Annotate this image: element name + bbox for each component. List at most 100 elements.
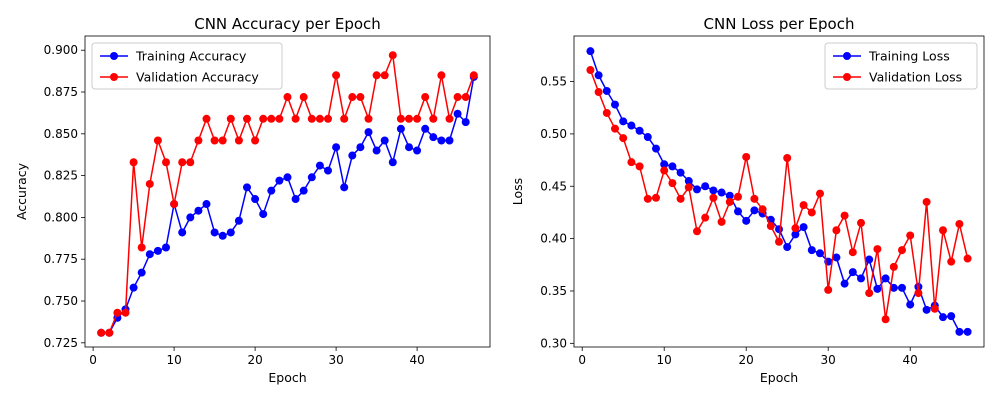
x-tick-label: 10 bbox=[657, 353, 672, 367]
legend: Training Loss Validation Loss bbox=[824, 42, 978, 90]
data-point bbox=[437, 71, 446, 80]
data-point bbox=[947, 257, 956, 266]
data-point bbox=[299, 186, 308, 195]
data-point bbox=[202, 200, 211, 209]
data-point bbox=[594, 88, 603, 97]
data-point bbox=[453, 109, 462, 118]
data-point bbox=[283, 93, 292, 102]
data-point bbox=[889, 262, 898, 271]
data-point bbox=[939, 226, 947, 235]
data-point bbox=[701, 213, 710, 222]
plot-frame bbox=[573, 35, 985, 348]
data-point bbox=[693, 185, 701, 194]
data-point bbox=[619, 134, 628, 143]
data-point bbox=[898, 283, 906, 292]
data-point bbox=[121, 308, 130, 317]
data-point bbox=[291, 114, 300, 123]
data-point bbox=[725, 191, 734, 200]
data-point bbox=[226, 114, 235, 123]
y-tick-label: 0.775 bbox=[44, 252, 78, 266]
data-point bbox=[388, 51, 397, 60]
data-point bbox=[315, 114, 324, 123]
chart-1: CNN Accuracy per Epoch 0 10 20 30 40 0.725 0.75… bbox=[14, 15, 491, 385]
data-point bbox=[889, 283, 898, 292]
data-point bbox=[586, 47, 595, 56]
data-point bbox=[380, 136, 389, 145]
data-point bbox=[734, 192, 742, 201]
data-point bbox=[652, 193, 660, 202]
data-point bbox=[725, 197, 734, 206]
data-point bbox=[807, 208, 816, 217]
data-point bbox=[259, 114, 268, 123]
data-point bbox=[340, 183, 349, 192]
data-point bbox=[178, 228, 187, 237]
series-line-1 bbox=[589, 50, 968, 333]
data-point bbox=[709, 186, 718, 195]
data-point bbox=[611, 100, 619, 109]
data-point bbox=[602, 108, 611, 117]
data-point bbox=[372, 71, 381, 80]
data-point bbox=[807, 246, 816, 255]
y-tick-label: 0.40 bbox=[540, 232, 567, 246]
data-point bbox=[783, 243, 792, 251]
data-point bbox=[775, 225, 783, 234]
data-point bbox=[307, 173, 316, 182]
y-tick-label: 0.850 bbox=[44, 127, 78, 141]
data-point bbox=[881, 274, 890, 283]
y-tick-label: 0.35 bbox=[540, 284, 567, 298]
series-line-2 bbox=[589, 69, 969, 320]
data-point bbox=[445, 136, 454, 145]
data-point bbox=[734, 207, 742, 216]
data-point bbox=[922, 197, 931, 206]
data-point bbox=[635, 126, 644, 135]
data-point bbox=[202, 114, 211, 123]
data-point bbox=[717, 217, 726, 226]
data-point bbox=[194, 136, 203, 145]
data-point bbox=[643, 194, 652, 203]
data-point bbox=[930, 304, 939, 313]
x-tick-label: 40 bbox=[409, 353, 424, 367]
data-point bbox=[840, 211, 849, 220]
data-point bbox=[372, 146, 381, 155]
data-point bbox=[955, 219, 964, 228]
data-point bbox=[461, 118, 470, 127]
y-tick-label: 0.825 bbox=[44, 169, 78, 183]
data-point bbox=[291, 195, 300, 204]
data-point bbox=[668, 179, 677, 188]
data-point bbox=[243, 114, 251, 123]
legend: Training Accuracy Validation Accuracy bbox=[91, 42, 283, 90]
data-point bbox=[340, 114, 349, 123]
data-point bbox=[267, 114, 276, 123]
data-point bbox=[791, 230, 800, 239]
x-tick-label: 0 bbox=[89, 353, 97, 367]
data-point bbox=[963, 254, 972, 263]
data-point bbox=[816, 189, 824, 198]
data-point bbox=[275, 176, 284, 185]
data-point bbox=[324, 114, 332, 123]
legend-marker bbox=[843, 52, 851, 60]
data-point bbox=[461, 93, 470, 102]
data-point bbox=[922, 305, 931, 314]
data-point bbox=[445, 114, 454, 123]
data-point bbox=[906, 300, 915, 309]
data-point bbox=[857, 274, 865, 283]
data-point bbox=[660, 166, 669, 175]
data-point bbox=[783, 153, 792, 162]
data-point bbox=[429, 114, 438, 123]
data-point bbox=[684, 183, 693, 192]
data-point bbox=[413, 114, 422, 123]
data-point bbox=[947, 312, 956, 321]
data-point bbox=[421, 124, 430, 133]
data-point bbox=[453, 93, 462, 102]
data-point bbox=[643, 133, 652, 142]
data-point bbox=[315, 161, 324, 170]
data-point bbox=[324, 166, 332, 175]
data-point bbox=[218, 231, 227, 240]
data-point bbox=[380, 71, 389, 80]
data-point bbox=[396, 124, 405, 133]
plot-frame bbox=[84, 35, 491, 348]
legend-label: Training Loss bbox=[868, 49, 950, 64]
data-point bbox=[226, 228, 235, 237]
data-point bbox=[963, 327, 972, 336]
data-point bbox=[676, 194, 685, 203]
